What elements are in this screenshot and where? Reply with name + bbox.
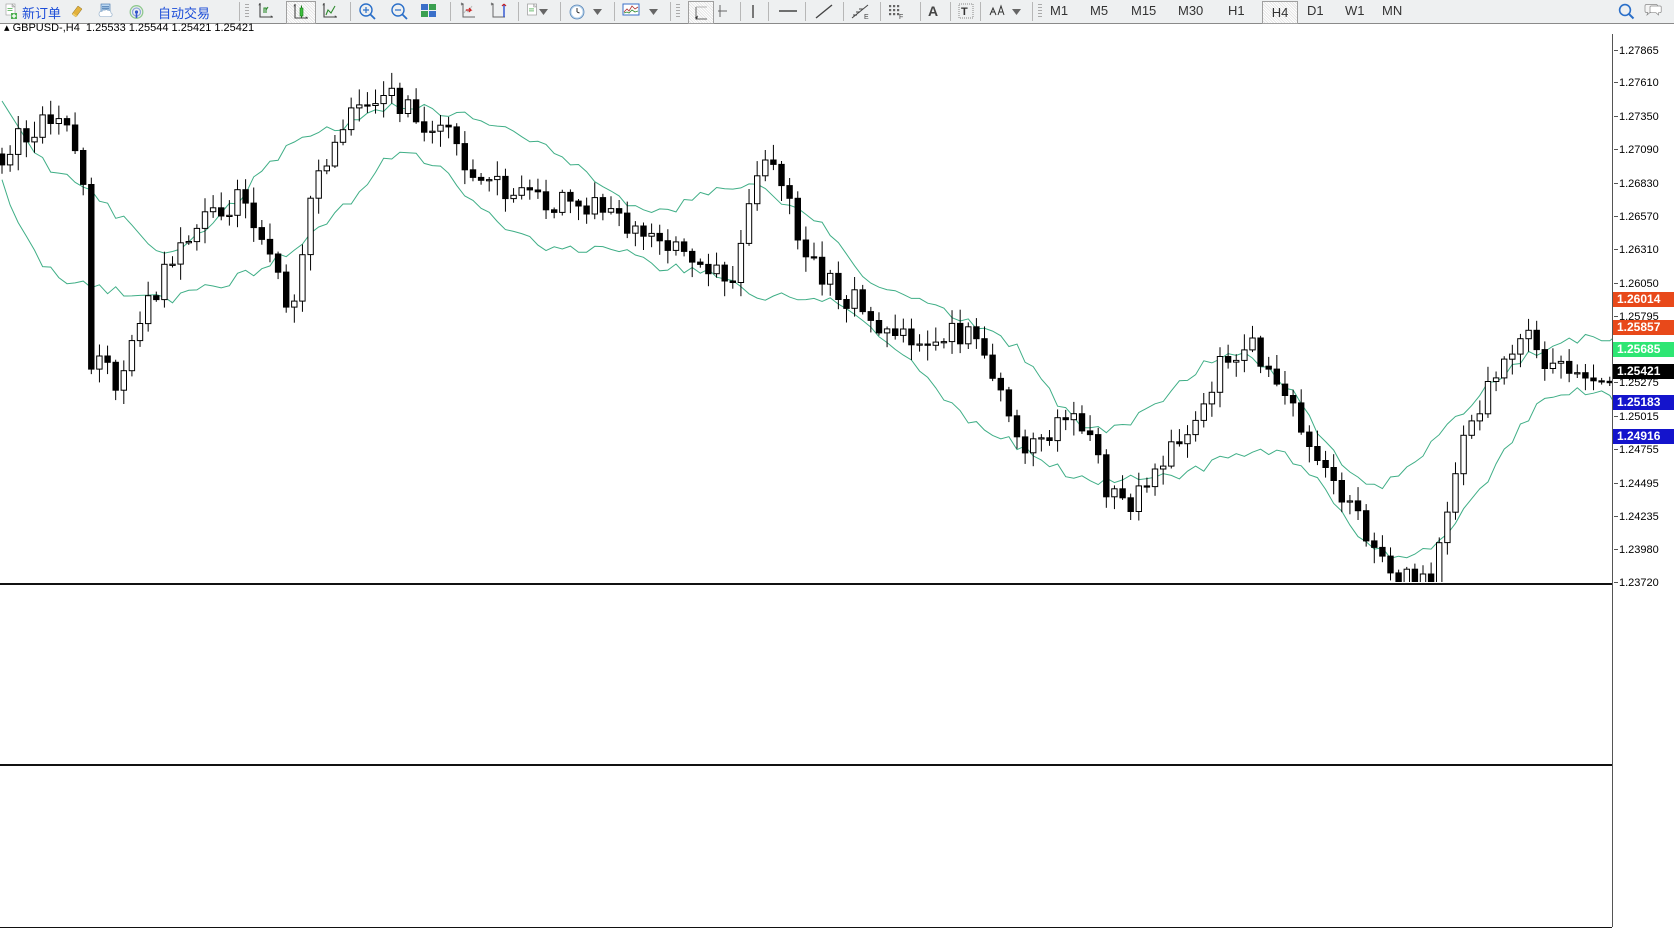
svg-text:E: E (864, 14, 869, 20)
svg-text:F: F (899, 14, 903, 19)
svg-text:T: T (961, 6, 968, 18)
